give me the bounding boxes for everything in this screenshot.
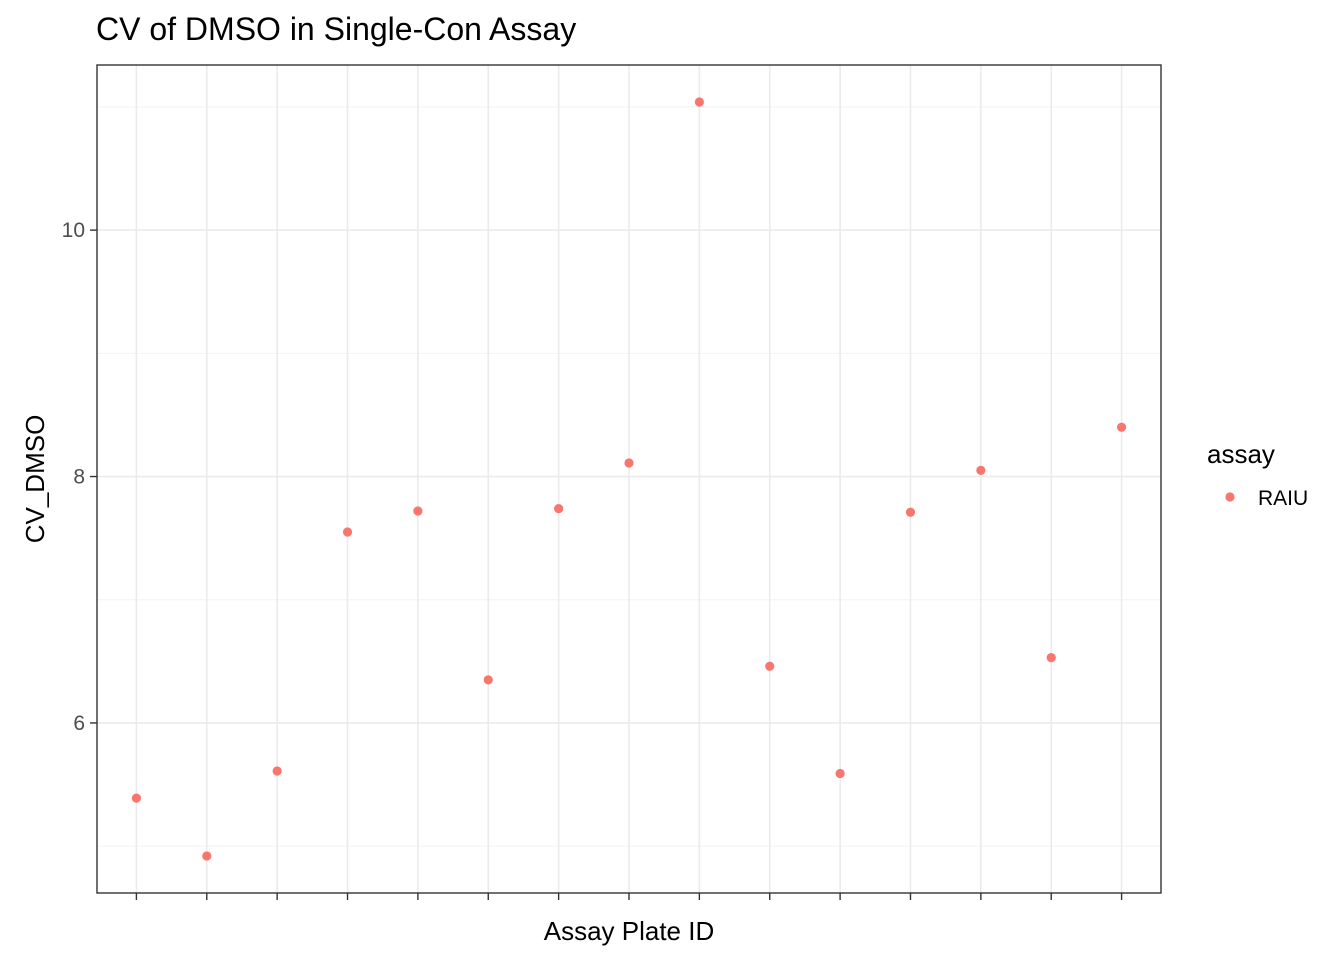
data-point <box>554 503 564 514</box>
x-axis-title: Assay Plate ID <box>544 916 715 946</box>
data-point <box>624 458 634 468</box>
data-point <box>342 527 353 537</box>
y-tick-label: 8 <box>73 466 85 489</box>
y-tick-label: 6 <box>73 712 85 735</box>
legend-title: assay <box>1207 439 1275 469</box>
x-axis-ticks <box>135 893 1123 900</box>
data-point <box>413 506 423 516</box>
y-axis-ticks: 6 8 10 <box>62 219 97 735</box>
data-point <box>694 97 704 107</box>
data-point <box>765 661 775 671</box>
major-gridlines <box>97 65 1161 893</box>
data-point <box>202 851 212 861</box>
data-point <box>272 766 282 776</box>
legend-key <box>1225 492 1235 502</box>
legend-items: RAIU <box>1225 487 1308 510</box>
data-point <box>483 675 493 685</box>
y-tick-label: 10 <box>62 219 85 242</box>
legend-label: RAIU <box>1258 487 1308 510</box>
data-point <box>131 793 142 803</box>
data-point <box>905 507 916 517</box>
y-axis-title: CV_DMSO <box>20 415 50 544</box>
data-point <box>835 768 845 779</box>
legend: assay RAIU <box>1207 439 1308 510</box>
data-point <box>1046 653 1056 663</box>
data-points <box>131 97 1127 861</box>
chart-title: CV of DMSO in Single-Con Assay <box>96 11 576 47</box>
data-point <box>1116 422 1127 432</box>
data-point <box>976 465 986 475</box>
